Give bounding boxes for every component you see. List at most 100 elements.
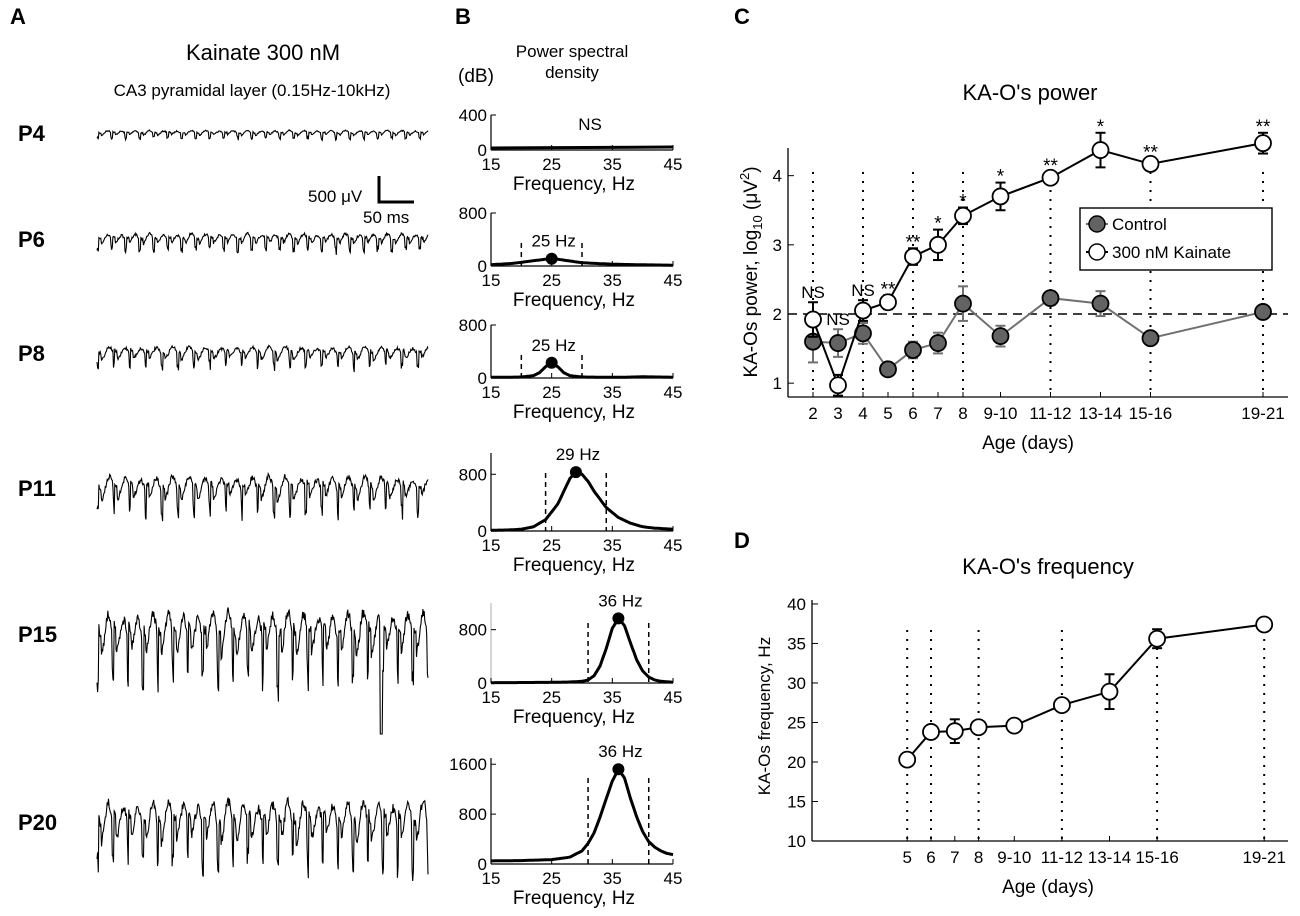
frequency-x-label: Age (days) (1002, 877, 1094, 898)
psd-y-tick-label: 0 (478, 855, 487, 874)
legend-box (1079, 207, 1273, 271)
power-x-tick-label: 6 (908, 404, 917, 423)
frequency-y-tick-label: 40 (787, 595, 806, 614)
power-point (991, 327, 1010, 346)
psd-chart-6: 1600 800 015 25 35 45 Frequency, Hz 36 Hz (449, 742, 682, 909)
psd-curve (490, 145, 674, 150)
power-point (954, 206, 972, 225)
power-y-label-close: ) (741, 166, 762, 172)
lfp-traces: P4 P6 P8 P11 P15 P20 (18, 121, 429, 882)
power-y-tick-label: 1 (773, 374, 782, 393)
power-point (879, 293, 897, 312)
row-label-p11: P11 (18, 476, 56, 501)
psd-chart-5: 800 015 25 35 45 Frequency, Hz 36 Hz (459, 591, 683, 728)
frequency-y-label: KA-Os frequency, Hz (755, 637, 774, 795)
power-point (1141, 329, 1160, 348)
legend-label-control: Control (1112, 215, 1167, 234)
psd-x-tick-label: 45 (664, 688, 683, 707)
power-y-tick-label: 3 (773, 236, 782, 255)
psd-peak-marker (612, 612, 625, 625)
psd-x-tick-label: 15 (482, 155, 501, 174)
psd-header-line2: density (545, 63, 599, 82)
frequency-y-tick-label: 35 (787, 634, 806, 653)
psd-peak-label: 25 Hz (531, 336, 575, 355)
power-x-tick-label: 4 (858, 404, 867, 423)
psd-y-tick-label: 0 (478, 522, 487, 541)
psd-x-label: Frequency, Hz (513, 888, 635, 909)
row-label-p15: P15 (18, 622, 57, 647)
psd-curve (491, 615, 674, 685)
psd-y-tick-label: 0 (478, 141, 487, 160)
power-series-control (804, 285, 1272, 379)
power-legend: Control 300 nM Kainate (1079, 207, 1273, 271)
power-y-label-sup: 2 (737, 173, 752, 180)
power-significance-marker: * (959, 191, 967, 212)
power-x-tick-label: 2 (808, 404, 817, 423)
panel-letter-b: B (455, 4, 471, 29)
power-y-label: KA-Os power, log10 (μV2) (737, 166, 765, 377)
power-x-tick-label: 8 (958, 404, 967, 423)
psd-x-tick-label: 35 (603, 383, 622, 402)
psd-peak-label: 25 Hz (531, 232, 575, 251)
power-y-label-unit: (μV (741, 180, 762, 216)
psd-y-tick-label: 800 (459, 621, 487, 640)
power-significance-marker: NS (826, 310, 850, 329)
psd-y-tick-label: 0 (478, 674, 487, 693)
power-point (904, 247, 922, 266)
power-title: KA-O's power (962, 80, 1097, 105)
psd-unit-label: (dB) (458, 66, 494, 87)
psd-header-line1: Power spectral (516, 42, 628, 61)
frequency-point (1148, 629, 1166, 648)
power-point (904, 341, 922, 359)
psd-chart-3: 800 015 25 35 45 Frequency, Hz 25 Hz (459, 316, 683, 423)
power-significance-marker: * (1097, 117, 1105, 138)
trace-p6 (96, 231, 429, 255)
trace-p15 (96, 607, 429, 735)
power-x-tick-label: 15-16 (1129, 404, 1172, 423)
psd-x-tick-label: 25 (542, 536, 561, 555)
psd-x-tick-label: 35 (603, 688, 622, 707)
frequency-point (922, 723, 940, 741)
power-point (1254, 134, 1272, 153)
frequency-title: KA-O's frequency (962, 554, 1134, 579)
psd-x-tick-label: 45 (664, 271, 683, 290)
power-point (954, 294, 972, 313)
psd-x-tick-label: 25 (542, 869, 561, 888)
power-significance-marker: NS (801, 283, 825, 302)
power-significance-marker: ** (906, 232, 921, 253)
psd-x-label: Frequency, Hz (513, 402, 635, 423)
power-point (929, 235, 947, 254)
psd-x-tick-label: 25 (542, 383, 561, 402)
frequency-x-tick-label: 8 (974, 848, 983, 867)
frequency-point (969, 718, 988, 737)
panel-letter-d: D (734, 528, 750, 553)
power-y-label-sub: 10 (750, 215, 765, 229)
frequency-point (945, 722, 964, 741)
psd-peak-marker (569, 466, 582, 479)
psd-x-tick-label: 35 (603, 271, 622, 290)
legend-marker-control (1088, 215, 1106, 233)
frequency-y-tick-label: 25 (787, 713, 806, 732)
psd-peak-label: 29 Hz (556, 445, 600, 464)
trace-p11 (96, 471, 429, 522)
psd-y-tick-label: 1600 (449, 755, 487, 774)
power-point (1141, 155, 1160, 173)
psd-x-label: Frequency, Hz (513, 555, 635, 576)
power-point (1091, 141, 1110, 159)
frequency-point (1005, 716, 1024, 735)
power-point (929, 334, 947, 352)
scale-bar-amplitude: 500 μV (308, 187, 363, 206)
power-x-tick-label: 5 (883, 404, 892, 423)
psd-x-tick-label: 45 (664, 536, 683, 555)
psd-x-tick-label: 45 (664, 383, 683, 402)
psd-y-tick-label: 400 (459, 106, 487, 125)
psd-x-tick-label: 35 (603, 536, 622, 555)
power-x-label: Age (days) (982, 433, 1074, 454)
frequency-y-tick-label: 10 (787, 832, 806, 851)
frequency-x-tick-label: 11-12 (1041, 848, 1083, 867)
frequency-x-tick-label: 19-21 (1242, 848, 1285, 867)
row-label-p4: P4 (18, 121, 46, 146)
psd-curve (490, 257, 673, 267)
